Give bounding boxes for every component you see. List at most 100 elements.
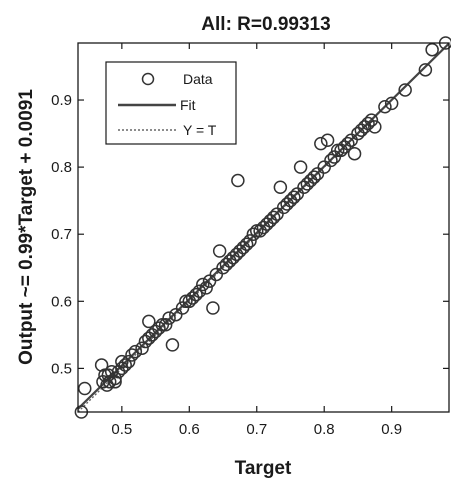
x-axis-title: Target [235,458,292,479]
data-point [287,190,301,205]
data-point [330,143,345,158]
data-point [263,214,277,228]
data-point [169,307,183,322]
data-point [303,173,318,188]
data-point [185,291,200,305]
data-point [158,318,173,332]
x-tick-label: 0.8 [314,421,335,438]
x-tick-label: 0.5 [111,421,132,438]
data-point [307,170,321,184]
data-point [347,146,362,161]
data-point [128,344,143,359]
legend-box [105,61,237,145]
data-point [192,284,207,298]
data-point [182,294,197,309]
x-tick-label: 0.7 [246,421,267,438]
y-tick-label: 0.9 [51,92,72,109]
data-point [300,177,315,191]
data-point [196,277,210,292]
data-point [364,113,379,127]
data-point [175,301,190,315]
data-point [378,99,392,114]
x-tick-label: 0.6 [179,421,200,438]
data-point [179,294,193,309]
data-point [384,96,399,111]
data-point [135,341,149,356]
data-point [256,220,271,235]
data-point [142,331,156,345]
y-tick-label: 0.5 [51,360,72,377]
data-point [368,120,382,134]
data-point [206,301,220,315]
data-point [226,250,240,265]
data-point [199,281,213,295]
data-point [108,371,122,386]
legend-label-identity: Y = T [183,122,217,138]
data-point [155,318,170,332]
data-point [276,200,291,215]
x-tick-label: 0.9 [381,421,402,438]
data-point [327,150,342,164]
data-point [324,153,338,168]
data-point [125,348,139,362]
data-point [229,247,244,262]
data-point [243,234,257,248]
data-point [398,83,412,97]
data-point [280,197,294,211]
data-point [202,274,217,288]
data-point [354,123,369,137]
plot-frame [77,42,450,413]
data-point [273,180,288,194]
data-point [310,167,325,181]
data-point [266,210,281,225]
data-point [231,173,245,188]
data-point [138,334,153,349]
chart-title: All: R=0.99313 [201,14,330,35]
data-point [233,244,247,258]
data-point [270,207,284,221]
data-point [209,267,224,282]
data-point [344,133,358,148]
data-point [246,227,261,241]
data-point [148,324,163,339]
plot-area: 0.5 0.6 0.7 0.8 0.9 0.5 0.6 0.7 0.8 0.9 [51,36,451,438]
data-point [121,354,136,369]
data-point [260,217,274,231]
data-point [115,354,129,369]
data-point [297,180,311,194]
data-point [341,136,355,151]
data-point [216,261,230,275]
data-point [165,338,180,352]
data-point [236,240,251,255]
data-point [320,133,335,148]
data-point [219,257,234,272]
data-point [425,42,439,57]
data-point [118,358,132,372]
data-point [314,136,328,151]
data-point [283,193,298,208]
y-tick-label: 0.6 [51,293,72,310]
legend: Data Fit Y = T [105,61,237,145]
data-point [142,314,156,329]
y-tick-label: 0.7 [51,226,72,243]
data-point [162,311,176,325]
legend-data-marker [141,72,155,86]
data-point [337,140,352,154]
data-point [212,244,227,258]
data-point [418,63,433,77]
data-point [334,143,348,158]
data-point [290,187,304,201]
data-point [189,287,203,302]
data-point [293,160,308,174]
data-point [317,160,331,174]
data-point [351,126,365,141]
legend-label-data: Data [183,71,213,87]
y-tick-label: 0.8 [51,159,72,176]
data-point [357,120,372,134]
y-axis-title: Output ~= 0.99*Target + 0.0091 [16,89,37,365]
data-point [253,224,267,238]
legend-label-fit: Fit [180,97,196,113]
data-point [223,254,237,268]
